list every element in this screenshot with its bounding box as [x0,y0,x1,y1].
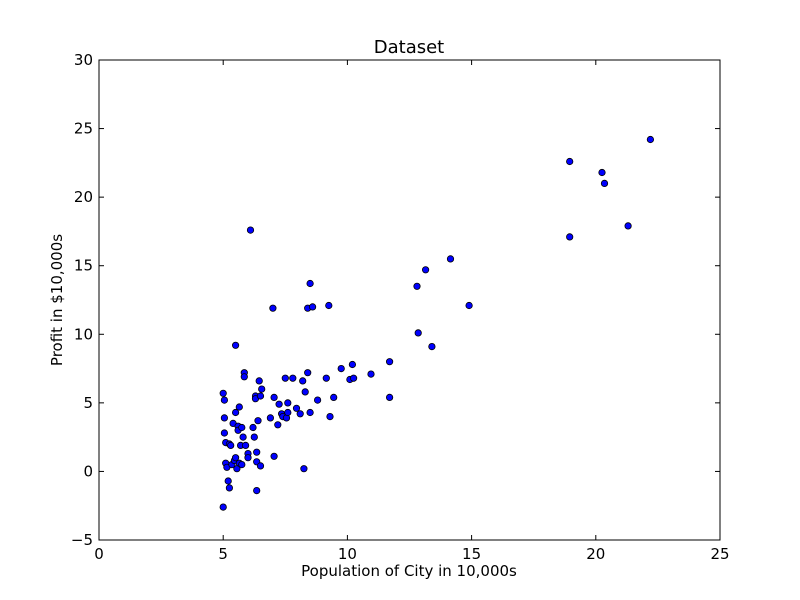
data-point [300,465,308,473]
data-point [428,342,436,351]
y-tick-label: 5 [83,394,93,412]
data-point [232,454,240,462]
data-point [270,452,278,460]
data-point [224,477,232,485]
y-tick-label: 0 [83,462,93,480]
data-point [219,503,227,511]
data-point [349,374,358,382]
data-point [219,389,227,397]
data-point [326,412,334,421]
data-point [646,135,655,144]
data-point [292,404,301,412]
data-point [220,414,228,422]
data-point [249,423,257,432]
data-point [367,370,375,378]
data-point [232,341,240,349]
data-point [325,301,333,310]
data-point [566,157,574,166]
y-tick-label: 10 [74,325,93,343]
data-point [598,168,606,177]
data-point [239,433,247,441]
data-point [235,403,243,411]
y-tick-label: 30 [74,51,93,69]
data-point [299,377,307,385]
data-points [219,135,655,511]
data-point [566,233,574,241]
data-point [246,226,255,234]
data-point [253,486,261,495]
data-point [306,279,314,288]
data-point [275,400,283,408]
data-point [220,429,228,437]
data-point [284,399,292,407]
x-tick-label: 0 [94,545,104,563]
data-point [244,454,252,462]
x-tick-label: 10 [338,545,357,563]
y-axis-label: Profit in $10,000s [48,234,66,366]
data-point [296,410,304,418]
data-point [254,417,262,425]
data-point [289,374,297,382]
x-tick-label: 5 [218,545,228,563]
data-point [220,396,228,404]
x-tick-label: 20 [586,545,605,563]
y-tick-label: −5 [71,531,93,549]
data-point [238,423,246,432]
data-point [624,222,632,230]
data-point [270,393,278,401]
data-point [232,408,240,417]
data-point [256,392,265,400]
y-tick-label: 20 [74,188,93,206]
data-point [255,377,263,385]
y-tick-label: 25 [74,120,93,138]
data-point [446,255,455,263]
data-point [330,393,338,401]
data-point [308,303,317,311]
chart-title: Dataset [374,37,445,58]
data-point [313,396,322,404]
data-point [256,462,265,470]
data-point [306,408,314,417]
data-point [227,441,235,449]
data-point [284,408,292,417]
x-tick-label: 15 [462,545,481,563]
x-axis-label: Population of City in 10,000s [301,562,517,580]
data-point [269,304,277,312]
data-point [274,421,282,429]
data-point [337,364,345,373]
data-point [225,484,233,492]
data-point [266,414,274,422]
data-point [385,358,394,366]
data-point [242,441,250,449]
data-point [253,448,261,456]
x-tick-label: 25 [710,545,729,563]
data-point [304,369,312,377]
data-point [421,266,430,274]
data-point [250,433,258,441]
data-point [258,385,266,393]
data-point [465,301,473,310]
data-point [240,373,248,381]
data-point [301,388,309,396]
data-point [348,360,356,369]
data-point [413,282,421,290]
data-point [414,329,422,337]
data-point [238,460,246,469]
data-point [600,179,609,187]
y-axis-ticks: −5 0 5 10 15 20 25 30 [71,51,720,549]
data-point [322,374,330,382]
x-axis-ticks: 0 5 10 15 20 25 [94,60,730,563]
data-point [281,374,289,382]
y-tick-label: 15 [74,257,93,275]
plot-frame [98,59,721,541]
data-point [385,393,394,401]
